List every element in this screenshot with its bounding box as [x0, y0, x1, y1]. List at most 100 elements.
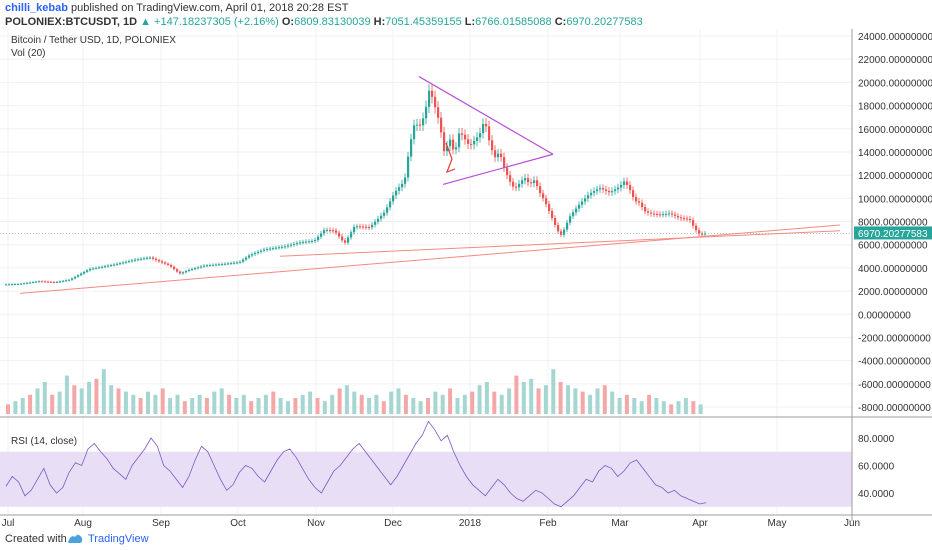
candle-body	[275, 247, 278, 249]
candle-body	[488, 126, 491, 141]
volume-bar	[116, 388, 121, 414]
candle-body	[509, 175, 512, 182]
publish-info: chilli_kebab published on TradingView.co…	[5, 2, 348, 14]
candle-body	[344, 240, 347, 243]
volume-bar	[389, 391, 394, 414]
volume-bar	[691, 401, 696, 414]
candle-body	[458, 133, 461, 148]
candle-body	[5, 284, 8, 286]
candle-body	[182, 272, 185, 274]
candle-body	[503, 157, 506, 168]
candle-body	[359, 226, 362, 228]
candle-body	[479, 133, 482, 138]
candle-body	[548, 204, 551, 212]
candle-body	[395, 190, 398, 196]
candle-body	[122, 262, 125, 264]
open-label: O:	[281, 16, 295, 28]
candle-body	[263, 249, 266, 251]
candle-body	[656, 213, 659, 215]
tradingview-logo-icon[interactable]	[66, 531, 84, 548]
candle-body	[233, 262, 236, 264]
volume-bar	[72, 385, 77, 414]
support-trendline	[19, 224, 841, 294]
candle-body	[338, 232, 341, 237]
candle-body	[47, 281, 50, 283]
candle-body	[485, 123, 488, 127]
time-tick-label: 2018	[459, 518, 482, 529]
candle-body	[407, 156, 410, 178]
created-with-text: Created with	[5, 533, 67, 545]
volume-bar	[573, 388, 578, 414]
candle-body	[209, 265, 212, 267]
candle-body	[419, 124, 422, 126]
price-tick-label: 24000.00000000	[858, 32, 932, 43]
candle-body	[701, 233, 704, 235]
volume-bar	[617, 398, 622, 414]
candle-body	[446, 146, 449, 152]
candles	[5, 84, 707, 286]
candle-body	[335, 230, 338, 233]
volume-bar	[374, 394, 379, 414]
rsi-legend: RSI (14, close)	[11, 436, 77, 447]
candle-body	[341, 236, 344, 241]
volume-bar	[521, 382, 526, 414]
candle-body	[77, 275, 80, 277]
candle-body	[269, 248, 272, 250]
candle-body	[650, 212, 653, 214]
chart-area[interactable]: 24000.00000000 22000.00000000 20000.000000…	[0, 29, 932, 529]
candle-body	[212, 264, 215, 266]
volume-bar	[661, 401, 666, 414]
candle-body	[17, 283, 20, 285]
candle-body	[494, 150, 497, 158]
candle-body	[644, 207, 647, 212]
candle-body	[680, 217, 683, 219]
volume-bar	[131, 394, 136, 414]
tradingview-link[interactable]: TradingView	[88, 533, 149, 545]
candle-body	[140, 258, 143, 260]
volume-bar	[256, 398, 261, 414]
candle-body	[32, 282, 35, 284]
volume-bar	[455, 398, 460, 414]
volume-bar	[344, 385, 349, 414]
candle-body	[689, 218, 692, 221]
author-name[interactable]: chilli_kebab	[5, 2, 68, 14]
high-label: H:	[373, 16, 386, 28]
volume-bar	[219, 388, 224, 414]
candle-body	[146, 257, 149, 259]
candle-body	[524, 178, 527, 181]
candle-body	[527, 178, 530, 183]
candle-body	[299, 242, 302, 244]
candle-body	[38, 281, 41, 283]
candle-body	[464, 134, 467, 140]
volume-bar	[426, 398, 430, 414]
price-chart[interactable]: 24000.00000000 22000.00000000 20000.000000…	[0, 29, 932, 529]
candle-body	[614, 189, 617, 192]
candle-body	[155, 258, 158, 261]
candle-body	[551, 211, 554, 219]
candle-body	[422, 118, 425, 126]
volume-bar	[558, 382, 563, 414]
candle-body	[221, 264, 224, 266]
price-tick-label: 12000.00000000	[858, 171, 932, 182]
candle-body	[20, 283, 23, 285]
candle-body	[506, 167, 509, 176]
candle-body	[173, 266, 176, 270]
rsi-series-line	[5, 420, 707, 508]
candle-body	[347, 237, 350, 243]
candle-body	[287, 245, 290, 247]
candle-body	[578, 204, 581, 209]
volume-bar	[448, 388, 453, 414]
volume-bar	[42, 382, 47, 414]
candle-body	[539, 186, 542, 194]
time-tick-label: Apr	[692, 518, 708, 529]
candle-body	[665, 213, 668, 215]
candle-body	[518, 183, 521, 188]
candle-body	[41, 281, 44, 283]
candle-body	[611, 191, 614, 193]
volume-bar	[543, 385, 548, 414]
candle-body	[404, 177, 407, 184]
candle-body	[668, 213, 671, 215]
candle-body	[62, 280, 65, 282]
candle-body	[380, 215, 383, 219]
volume-bar	[580, 391, 585, 414]
